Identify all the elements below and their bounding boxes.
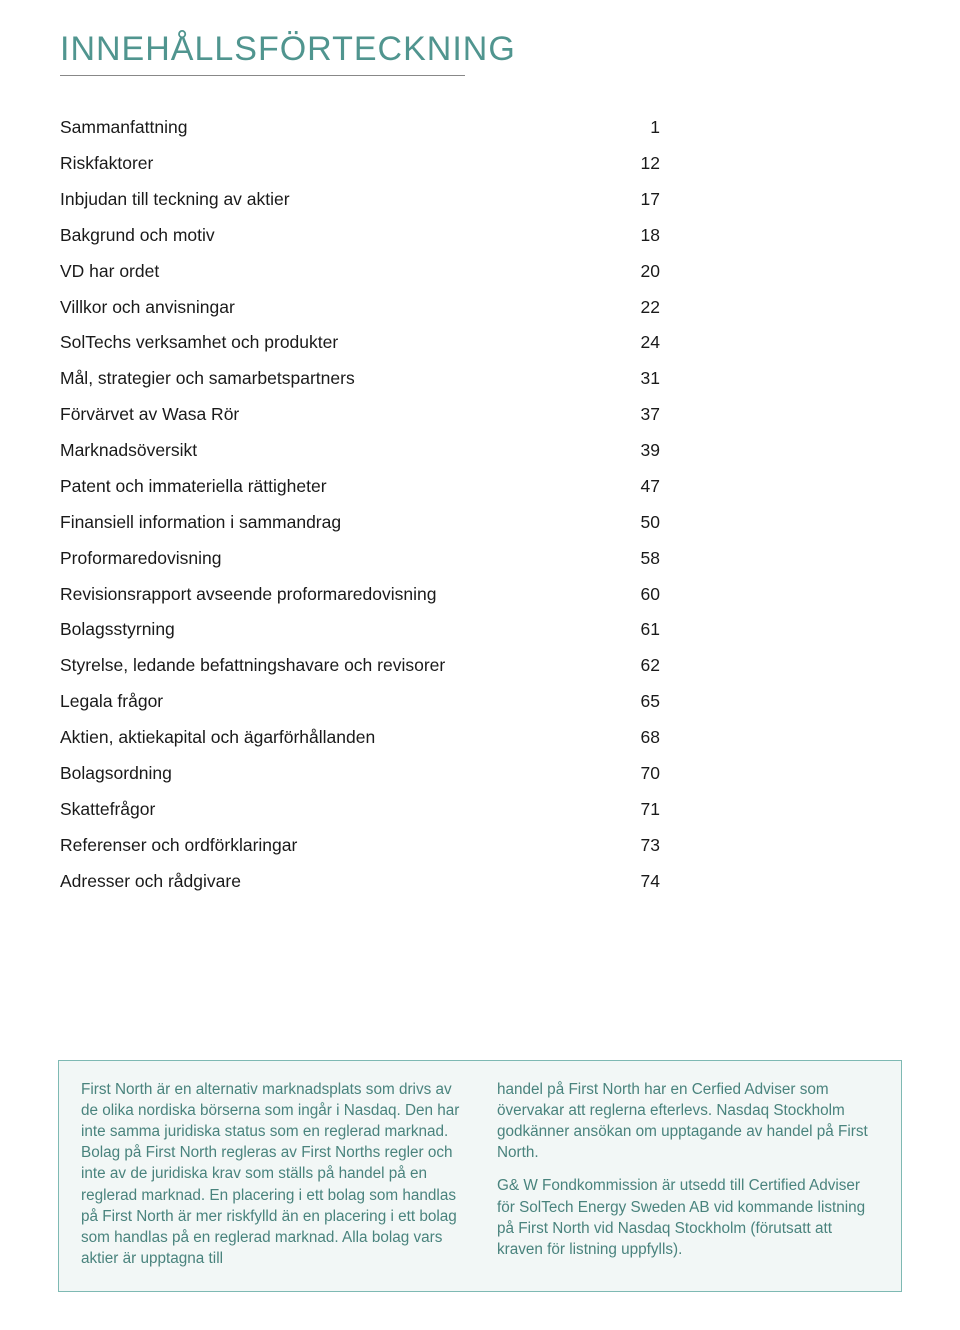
toc-page: 58 bbox=[620, 550, 660, 568]
info-box-right-column: handel på First North har en Cerfied Adv… bbox=[497, 1079, 879, 1269]
toc-row: Villkor och anvisningar22 bbox=[60, 289, 660, 325]
toc-row: Proformaredovisning58 bbox=[60, 541, 660, 577]
info-box: First North är en alternativ marknadspla… bbox=[58, 1060, 902, 1292]
toc-page: 60 bbox=[620, 586, 660, 604]
table-of-contents: Sammanfattning1 Riskfaktorer12 Inbjudan … bbox=[60, 110, 660, 899]
toc-row: Legala frågor65 bbox=[60, 684, 660, 720]
toc-row: Referenser och ordförklaringar73 bbox=[60, 828, 660, 864]
toc-label: VD har ordet bbox=[60, 263, 620, 281]
toc-page: 50 bbox=[620, 514, 660, 532]
toc-row: Riskfaktorer12 bbox=[60, 146, 660, 182]
toc-page: 62 bbox=[620, 657, 660, 675]
toc-label: Skattefrågor bbox=[60, 801, 620, 819]
toc-page: 61 bbox=[620, 621, 660, 639]
toc-row: Inbjudan till teckning av aktier17 bbox=[60, 182, 660, 218]
toc-page: 20 bbox=[620, 263, 660, 281]
toc-page: 18 bbox=[620, 227, 660, 245]
toc-label: Referenser och ordförklaringar bbox=[60, 837, 620, 855]
toc-row: Skattefrågor71 bbox=[60, 792, 660, 828]
info-box-left-column: First North är en alternativ marknadspla… bbox=[81, 1079, 463, 1269]
toc-label: Proformaredovisning bbox=[60, 550, 620, 568]
toc-label: Inbjudan till teckning av aktier bbox=[60, 191, 620, 209]
info-paragraph: handel på First North har en Cerfied Adv… bbox=[497, 1079, 879, 1163]
toc-label: Legala frågor bbox=[60, 693, 620, 711]
info-paragraph: First North är en alternativ marknadspla… bbox=[81, 1079, 463, 1269]
toc-page: 12 bbox=[620, 155, 660, 173]
toc-row: Adresser och rådgivare74 bbox=[60, 863, 660, 899]
toc-label: Patent och immateriella rättigheter bbox=[60, 478, 620, 496]
title-underline bbox=[60, 75, 465, 76]
toc-row: Patent och immateriella rättigheter47 bbox=[60, 469, 660, 505]
toc-row: Styrelse, ledande befattningshavare och … bbox=[60, 648, 660, 684]
info-paragraph: G& W Fondkommission är utsedd till Certi… bbox=[497, 1175, 879, 1259]
toc-label: Sammanfattning bbox=[60, 119, 620, 137]
toc-page: 74 bbox=[620, 873, 660, 891]
page-title: INNEHÅLLSFÖRTECKNING bbox=[60, 30, 900, 69]
toc-row: SolTechs verksamhet och produkter24 bbox=[60, 325, 660, 361]
toc-row: Finansiell information i sammandrag50 bbox=[60, 505, 660, 541]
toc-page: 47 bbox=[620, 478, 660, 496]
toc-label: Adresser och rådgivare bbox=[60, 873, 620, 891]
toc-row: Sammanfattning1 bbox=[60, 110, 660, 146]
toc-row: Bolagsordning70 bbox=[60, 756, 660, 792]
toc-label: Revisionsrapport avseende proformaredovi… bbox=[60, 586, 620, 604]
toc-row: Aktien, aktiekapital och ägarförhållande… bbox=[60, 720, 660, 756]
toc-page: 65 bbox=[620, 693, 660, 711]
toc-row: Mål, strategier och samarbetspartners31 bbox=[60, 361, 660, 397]
toc-row: VD har ordet20 bbox=[60, 254, 660, 290]
toc-row: Förvärvet av Wasa Rör37 bbox=[60, 397, 660, 433]
toc-label: Finansiell information i sammandrag bbox=[60, 514, 620, 532]
toc-label: Bakgrund och motiv bbox=[60, 227, 620, 245]
toc-label: Villkor och anvisningar bbox=[60, 299, 620, 317]
toc-label: Riskfaktorer bbox=[60, 155, 620, 173]
toc-label: Styrelse, ledande befattningshavare och … bbox=[60, 657, 620, 675]
toc-page: 1 bbox=[620, 119, 660, 137]
toc-page: 37 bbox=[620, 406, 660, 424]
toc-row: Revisionsrapport avseende proformaredovi… bbox=[60, 576, 660, 612]
toc-page: 39 bbox=[620, 442, 660, 460]
toc-label: Marknadsöversikt bbox=[60, 442, 620, 460]
toc-label: Aktien, aktiekapital och ägarförhållande… bbox=[60, 729, 620, 747]
toc-row: Bakgrund och motiv18 bbox=[60, 218, 660, 254]
toc-row: Bolagsstyrning61 bbox=[60, 612, 660, 648]
toc-page: 17 bbox=[620, 191, 660, 209]
toc-page: 22 bbox=[620, 299, 660, 317]
toc-label: Bolagsordning bbox=[60, 765, 620, 783]
toc-row: Marknadsöversikt39 bbox=[60, 433, 660, 469]
toc-label: Bolagsstyrning bbox=[60, 621, 620, 639]
toc-page: 71 bbox=[620, 801, 660, 819]
toc-page: 68 bbox=[620, 729, 660, 747]
toc-page: 70 bbox=[620, 765, 660, 783]
toc-label: Mål, strategier och samarbetspartners bbox=[60, 370, 620, 388]
toc-page: 73 bbox=[620, 837, 660, 855]
toc-label: Förvärvet av Wasa Rör bbox=[60, 406, 620, 424]
toc-page: 24 bbox=[620, 334, 660, 352]
toc-label: SolTechs verksamhet och produkter bbox=[60, 334, 620, 352]
toc-page: 31 bbox=[620, 370, 660, 388]
